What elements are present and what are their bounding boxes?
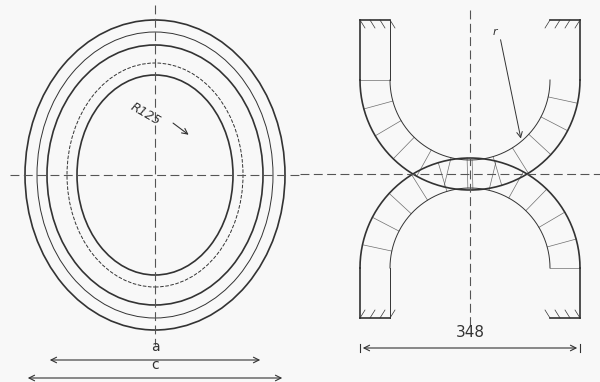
- Text: c: c: [151, 358, 159, 372]
- Text: r: r: [493, 27, 497, 37]
- Text: 348: 348: [455, 325, 484, 340]
- Text: R125: R125: [128, 100, 163, 128]
- Text: a: a: [151, 340, 160, 354]
